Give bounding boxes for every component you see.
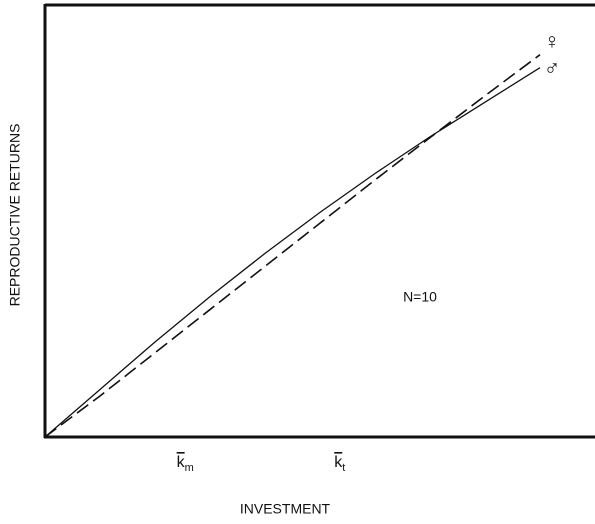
tick-letter: k: [334, 454, 343, 471]
series-label: ♀: [544, 28, 561, 53]
x-axis-label: INVESTMENT: [240, 501, 331, 517]
x-tick-label: km: [177, 454, 194, 474]
annotation: N=10: [403, 289, 437, 305]
tick-subscript: t: [342, 462, 345, 474]
tick-letter: k: [177, 454, 186, 471]
series-line: [44, 54, 541, 438]
series-line: [44, 67, 541, 438]
tick-subscript: m: [185, 462, 194, 474]
series-label: ♂: [544, 55, 561, 80]
y-axis-label: REPRODUCTIVE RETURNS: [7, 124, 23, 307]
x-tick-label: kt: [334, 454, 345, 474]
